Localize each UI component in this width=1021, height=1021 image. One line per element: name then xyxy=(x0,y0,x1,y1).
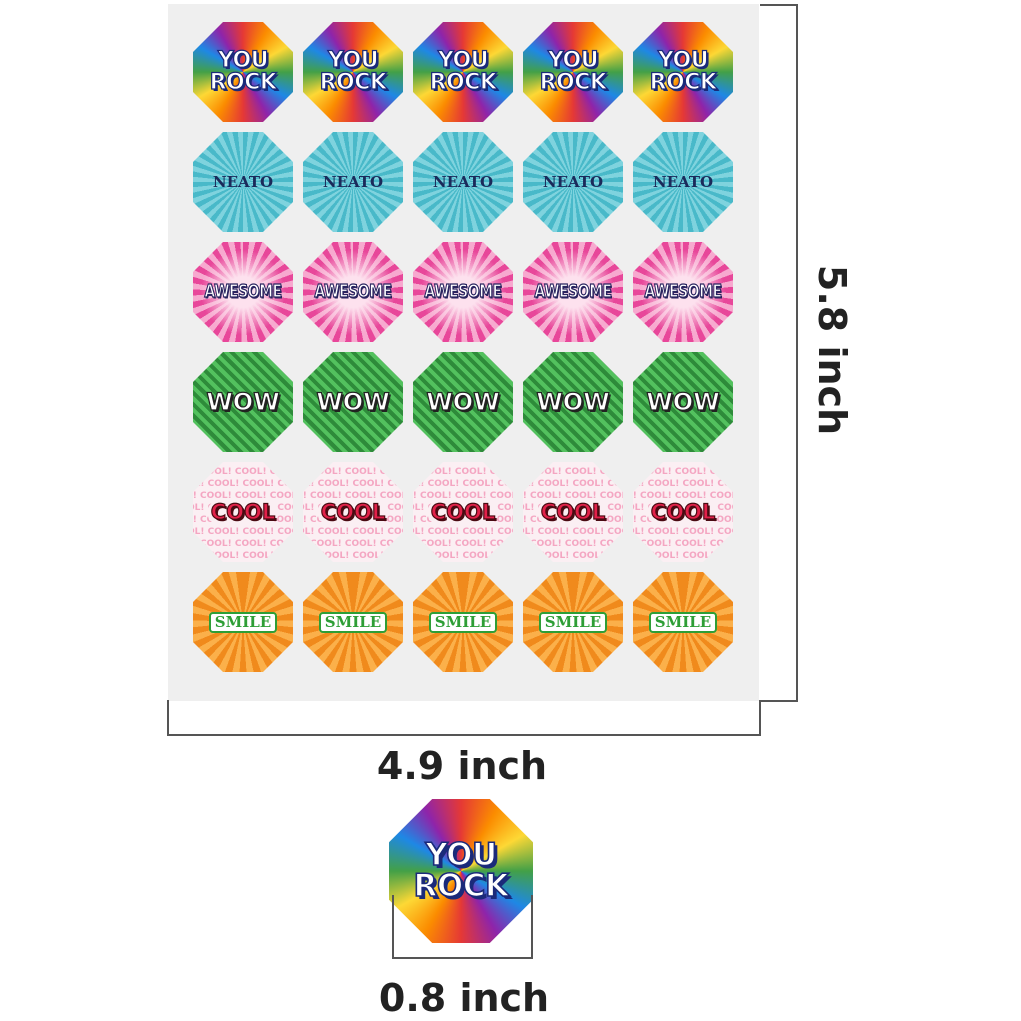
sticker-text: WOW xyxy=(646,388,721,416)
sticker-smile: SMILE xyxy=(303,572,403,672)
sticker-cool: L! COOL! COOL! COOL! OL! COOL! COOL! COO… xyxy=(413,462,513,562)
sticker-cool: L! COOL! COOL! COOL! OL! COOL! COOL! COO… xyxy=(193,462,293,562)
sticker-text: SMILE xyxy=(648,611,718,633)
sticker-text: NEATO xyxy=(212,172,274,191)
sticker-cool: L! COOL! COOL! COOL! OL! COOL! COOL! COO… xyxy=(633,462,733,562)
sticker-text: WOW xyxy=(206,388,281,416)
sample-sticker: YOU ROCK xyxy=(389,799,533,943)
sticker-text: AWESOME xyxy=(644,282,723,302)
sticker-text: WOW xyxy=(426,388,501,416)
sticker-smile: SMILE xyxy=(193,572,293,672)
width-dimension-tick-left xyxy=(167,700,169,736)
sticker-text: AWESOME xyxy=(424,282,503,302)
sticker-cool: L! COOL! COOL! COOL! OL! COOL! COOL! COO… xyxy=(303,462,403,562)
sticker-awesome: AWESOME xyxy=(193,242,293,342)
sticker-text: WOW xyxy=(536,388,611,416)
sticker-rock: YOU ROCK xyxy=(633,22,733,122)
sticker-text: SMILE xyxy=(208,611,278,633)
sticker-neato: NEATO xyxy=(633,132,733,232)
sticker-size-label: 0.8 inch xyxy=(378,976,550,1020)
sticker-rock: YOU ROCK xyxy=(193,22,293,122)
sticker-rock: YOU ROCK xyxy=(303,22,403,122)
sticker-text: NEATO xyxy=(322,172,384,191)
sticker-smile: SMILE xyxy=(633,572,733,672)
width-dimension-line xyxy=(167,734,761,736)
sticker-text: YOU ROCK xyxy=(209,48,278,95)
sticker-rock: YOU ROCK xyxy=(523,22,623,122)
sticker-smile: SMILE xyxy=(413,572,513,672)
sticker-neato: NEATO xyxy=(193,132,293,232)
sticker-dimension-line xyxy=(392,957,533,959)
sticker-text: AWESOME xyxy=(204,282,283,302)
sticker-rock: YOU ROCK xyxy=(413,22,513,122)
sticker-text: WOW xyxy=(316,388,391,416)
sticker-text: SMILE xyxy=(428,611,498,633)
sticker-dimension-tick-right xyxy=(531,895,533,959)
sticker-text: COOL xyxy=(427,500,499,523)
height-dimension-line xyxy=(796,4,798,702)
sticker-text: YOU ROCK xyxy=(413,837,510,904)
sticker-text: YOU ROCK xyxy=(319,48,388,95)
sticker-cool: L! COOL! COOL! COOL! OL! COOL! COOL! COO… xyxy=(523,462,623,562)
sticker-awesome: AWESOME xyxy=(633,242,733,342)
height-label: 5.8 inch xyxy=(810,264,854,436)
sticker-text: COOL xyxy=(537,500,609,523)
sticker-text: NEATO xyxy=(432,172,494,191)
sticker-text: COOL xyxy=(207,500,279,523)
sticker-awesome: AWESOME xyxy=(523,242,623,342)
sticker-text: YOU ROCK xyxy=(429,48,498,95)
sticker-wow: WOW xyxy=(413,352,513,452)
width-label: 4.9 inch xyxy=(376,744,548,788)
sticker-neato: NEATO xyxy=(523,132,623,232)
sticker-text: YOU ROCK xyxy=(539,48,608,95)
sticker-text: SMILE xyxy=(318,611,388,633)
sticker-neato: NEATO xyxy=(413,132,513,232)
sticker-text: YOU ROCK xyxy=(649,48,718,95)
sticker-text: COOL xyxy=(317,500,389,523)
sticker-neato: NEATO xyxy=(303,132,403,232)
sticker-text: NEATO xyxy=(542,172,604,191)
height-dimension-tick-bottom xyxy=(760,700,798,702)
width-dimension-tick-right xyxy=(759,700,761,736)
sticker-dimension-tick-left xyxy=(392,895,394,959)
sticker-awesome: AWESOME xyxy=(303,242,403,342)
sticker-awesome: AWESOME xyxy=(413,242,513,342)
sticker-smile: SMILE xyxy=(523,572,623,672)
sticker-wow: WOW xyxy=(633,352,733,452)
sticker-text: AWESOME xyxy=(534,282,613,302)
sticker-wow: WOW xyxy=(303,352,403,452)
height-dimension-tick-top xyxy=(760,4,798,6)
sticker-wow: WOW xyxy=(193,352,293,452)
sticker-text: COOL xyxy=(647,500,719,523)
sticker-text: AWESOME xyxy=(314,282,393,302)
sticker-text: SMILE xyxy=(538,611,608,633)
sticker-wow: WOW xyxy=(523,352,623,452)
sticker-text: NEATO xyxy=(652,172,714,191)
